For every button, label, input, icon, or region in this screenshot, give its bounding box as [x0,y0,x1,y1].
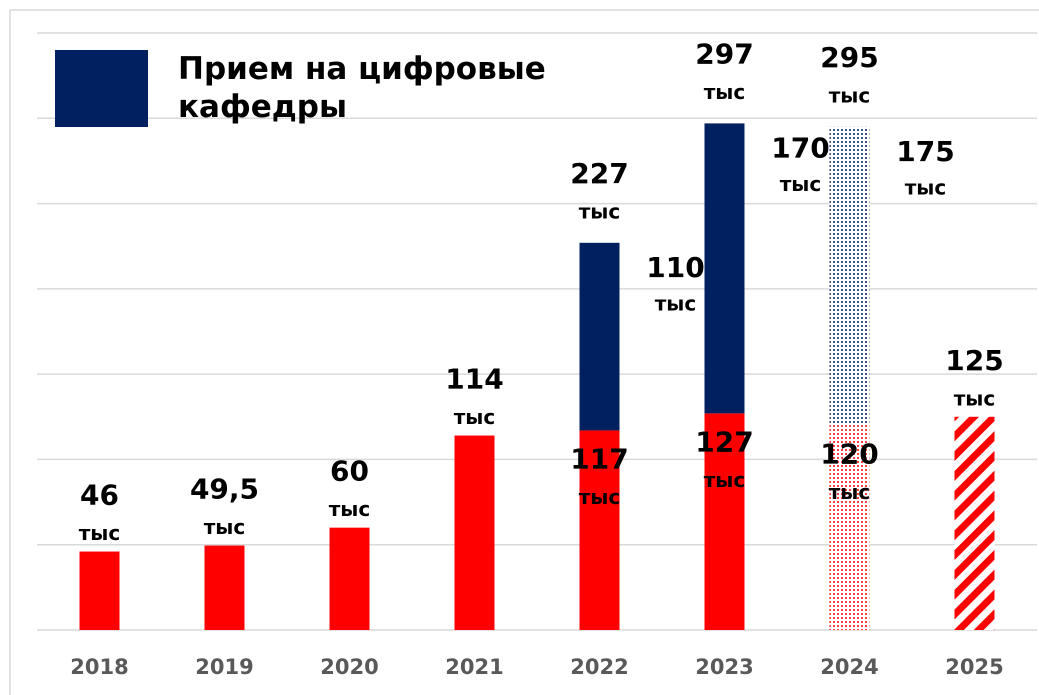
bar [954,416,995,630]
x-tick-label: 2019 [195,655,253,679]
value-label-unit: тыс [579,199,621,223]
value-label-unit: тыс [454,405,496,429]
value-label: 114 [445,363,503,396]
legend: Прием на цифровые кафедры [55,50,598,127]
x-tick-label: 2022 [570,655,628,679]
x-tick-label: 2023 [695,655,753,679]
value-label-unit: тыс [905,175,947,199]
value-label-unit: тыс [79,521,121,545]
value-label: 170 [771,131,829,164]
value-label-unit: тыс [829,480,871,504]
value-label-unit: тыс [704,468,746,492]
legend-label: Прием на цифровые кафедры [178,51,546,125]
value-label-unit: тыс [204,515,246,539]
value-label: 127 [695,425,753,458]
x-tick-label: 2020 [320,655,378,679]
bar [329,527,370,630]
value-label-unit: тыс [579,485,621,509]
bar [829,126,870,426]
value-label-unit: тыс [954,386,996,410]
x-tick-label: 2018 [70,655,128,679]
x-tick-label: 2021 [445,655,503,679]
value-label: 120 [820,437,878,470]
value-label: 49,5 [190,473,259,506]
bar [704,413,745,630]
value-label: 125 [945,344,1003,377]
value-label: 110 [646,251,704,284]
legend-swatch [55,50,148,127]
value-label-unit: тыс [329,497,371,521]
value-label-unit: тыс [780,172,822,196]
value-label: 297 [695,37,753,70]
bar [704,123,745,414]
frame [9,9,1039,695]
bar [454,435,495,630]
bar [79,551,120,630]
value-label-unit: тыс [704,80,746,104]
bar [579,430,620,630]
bar [204,545,245,630]
value-label: 46 [80,479,119,512]
value-label-unit: тыс [829,83,871,107]
value-label-unit: тыс [655,291,697,315]
bar [829,425,870,630]
x-tick-label: 2025 [945,655,1003,679]
value-label: 175 [896,135,954,168]
x-tick-label: 2024 [820,655,878,679]
bar [579,242,620,431]
value-label: 117 [570,442,628,475]
value-label: 60 [330,455,369,488]
value-label: 295 [820,41,878,74]
value-label: 227 [570,157,628,190]
